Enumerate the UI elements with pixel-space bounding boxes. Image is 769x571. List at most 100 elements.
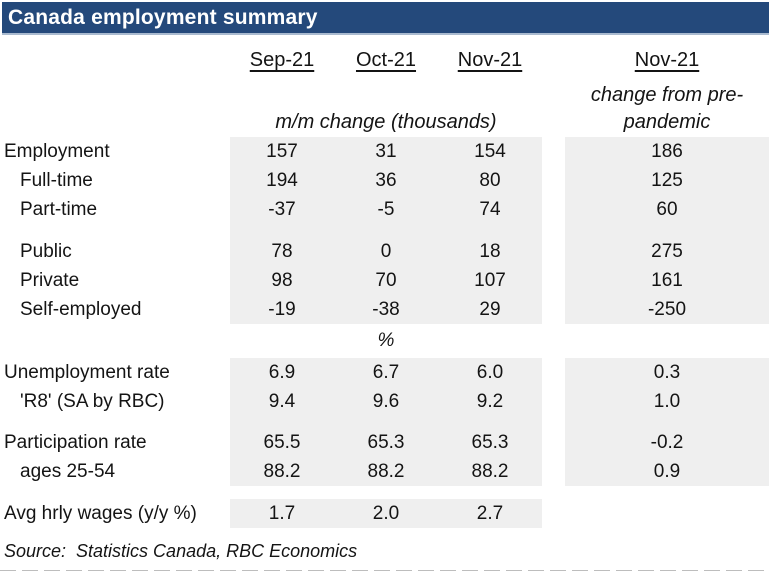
cell-oct bbox=[334, 224, 438, 237]
table-row-unemployment-rate: Unemployment rate 6.9 6.7 6.0 0.3 bbox=[0, 358, 769, 387]
percent-unit-row: % bbox=[0, 324, 769, 358]
table-row-parttime: Part-time -37 -5 74 60 bbox=[0, 195, 769, 224]
cell-change: -250 bbox=[565, 295, 769, 324]
row-gap bbox=[542, 237, 565, 266]
cell-nov bbox=[438, 224, 542, 237]
row-label bbox=[0, 324, 230, 358]
cell-oct: -38 bbox=[334, 295, 438, 324]
data-table: Sep-21 Oct-21 Nov-21 Nov-21 m/m change (… bbox=[0, 44, 769, 528]
cell-sep: -37 bbox=[230, 195, 334, 224]
row-gap bbox=[542, 195, 565, 224]
cell-oct: 88.2 bbox=[334, 457, 438, 486]
row-gap bbox=[542, 324, 565, 358]
change-column-subtitle: change from pre-pandemic bbox=[565, 77, 769, 137]
cell-change: 60 bbox=[565, 195, 769, 224]
months-unit-label: m/m change (thousands) bbox=[275, 111, 497, 133]
cell-oct: 65.3 bbox=[334, 428, 438, 457]
cell-sep: 194 bbox=[230, 166, 334, 195]
title-bar: Canada employment summary bbox=[2, 2, 769, 35]
row-label: Avg hrly wages (y/y %) bbox=[4, 502, 197, 524]
row-label bbox=[0, 224, 230, 237]
table-row-selfemployed: Self-employed -19 -38 29 -250 bbox=[0, 295, 769, 324]
row-label: ages 25-54 bbox=[20, 460, 116, 482]
row-gap bbox=[542, 266, 565, 295]
table-row-private: Private 98 70 107 161 bbox=[0, 266, 769, 295]
change-subtitle-text: change from pre-pandemic bbox=[591, 82, 743, 136]
cell-change: 186 bbox=[565, 137, 769, 166]
table-row-participation-rate: Participation rate 65.5 65.3 65.3 -0.2 bbox=[0, 428, 769, 457]
page-title: Canada employment summary bbox=[8, 5, 318, 29]
cell-nov: 80 bbox=[438, 166, 542, 195]
unit-header-row: m/m change (thousands) change from pre-p… bbox=[0, 77, 769, 137]
unit-gap bbox=[542, 77, 565, 137]
cell-oct: -5 bbox=[334, 195, 438, 224]
spacer-row bbox=[0, 224, 769, 237]
row-gap bbox=[542, 224, 565, 237]
cell-sep bbox=[230, 224, 334, 237]
cell-oct: 2.0 bbox=[334, 499, 438, 528]
cell-nov: 88.2 bbox=[438, 457, 542, 486]
cell-oct: 9.6 bbox=[334, 387, 438, 416]
cell-oct: 6.7 bbox=[334, 358, 438, 387]
cell-sep: 78 bbox=[230, 237, 334, 266]
cell-sep: 1.7 bbox=[230, 499, 334, 528]
header-spacer bbox=[0, 44, 230, 77]
table-row-employment: Employment 157 31 154 186 bbox=[0, 137, 769, 166]
header-gap bbox=[542, 44, 565, 77]
cell-nov: 2.7 bbox=[438, 499, 542, 528]
row-label: Full-time bbox=[20, 169, 93, 191]
row-label: Unemployment rate bbox=[4, 361, 170, 383]
cell-nov bbox=[438, 416, 542, 428]
row-label: 'R8' (SA by RBC) bbox=[20, 390, 165, 412]
row-label bbox=[0, 416, 230, 428]
cell-change: 275 bbox=[565, 237, 769, 266]
cell-change: 0.3 bbox=[565, 358, 769, 387]
table-row-ages-25-54: ages 25-54 88.2 88.2 88.2 0.9 bbox=[0, 457, 769, 486]
column-header-oct21: Oct-21 bbox=[355, 49, 417, 71]
cell-sep: 65.5 bbox=[230, 428, 334, 457]
table-row-avg-hourly-wages: Avg hrly wages (y/y %) 1.7 2.0 2.7 bbox=[0, 499, 769, 528]
column-header-nov21-change: Nov-21 bbox=[634, 49, 700, 71]
row-label: Participation rate bbox=[4, 431, 147, 453]
cell-sep: 9.4 bbox=[230, 387, 334, 416]
cell-nov: 6.0 bbox=[438, 358, 542, 387]
cell-sep: 88.2 bbox=[230, 457, 334, 486]
row-gap bbox=[542, 387, 565, 416]
cell-change bbox=[565, 324, 769, 358]
cell-oct: 36 bbox=[334, 166, 438, 195]
cell-nov: 65.3 bbox=[438, 428, 542, 457]
cell-sep: -19 bbox=[230, 295, 334, 324]
cell-change: 125 bbox=[565, 166, 769, 195]
row-label: Part-time bbox=[20, 198, 98, 220]
cell-change bbox=[565, 224, 769, 237]
cell-nov: 18 bbox=[438, 237, 542, 266]
cell-oct: 0 bbox=[334, 237, 438, 266]
row-gap bbox=[542, 499, 565, 528]
cell-oct: 70 bbox=[334, 266, 438, 295]
row-gap bbox=[542, 416, 565, 428]
cell-change: -0.2 bbox=[565, 428, 769, 457]
row-gap bbox=[542, 295, 565, 324]
cell-change: 0.9 bbox=[565, 457, 769, 486]
cell-change bbox=[565, 416, 769, 428]
table-row-fulltime: Full-time 194 36 80 125 bbox=[0, 166, 769, 195]
table-row-public: Public 78 0 18 275 bbox=[0, 237, 769, 266]
row-gap bbox=[542, 457, 565, 486]
row-gap bbox=[0, 486, 230, 499]
row-gap bbox=[542, 137, 565, 166]
percent-unit-label: % bbox=[377, 330, 395, 351]
cell-sep bbox=[230, 416, 334, 428]
cell-sep: 6.9 bbox=[230, 358, 334, 387]
row-gap bbox=[542, 358, 565, 387]
change-subtitle-line1: change from pre- bbox=[590, 84, 744, 106]
spacer-row-white bbox=[0, 486, 769, 499]
row-label: Self-employed bbox=[20, 298, 142, 320]
cell-oct: 31 bbox=[334, 137, 438, 166]
column-header-nov21: Nov-21 bbox=[457, 49, 523, 71]
row-gap bbox=[542, 428, 565, 457]
cell-change: 1.0 bbox=[565, 387, 769, 416]
row-label: Employment bbox=[4, 140, 110, 162]
cell-nov: 74 bbox=[438, 195, 542, 224]
row-label: Public bbox=[20, 240, 72, 262]
